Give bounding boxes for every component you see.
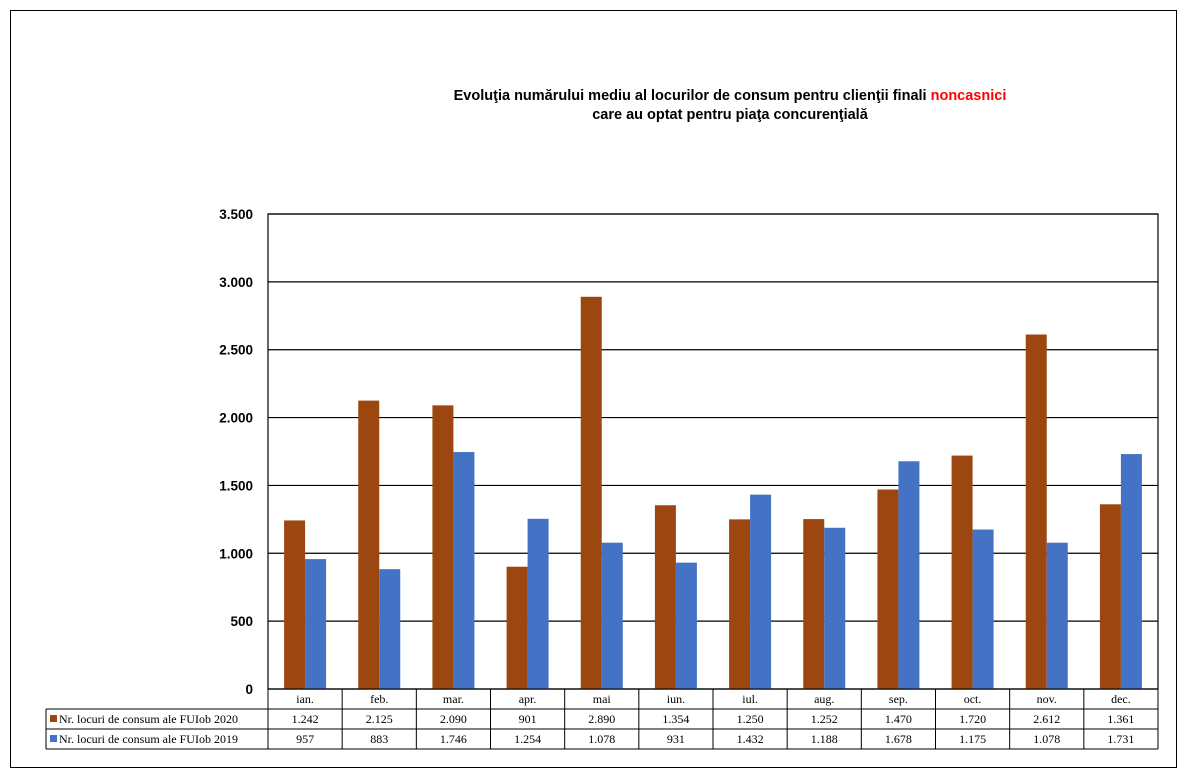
x-tick-label: iul. <box>742 692 758 706</box>
bar-2020 <box>506 566 528 689</box>
bar-2020 <box>951 455 973 689</box>
bar-2020 <box>580 296 602 689</box>
x-tick-label: oct. <box>964 692 982 706</box>
data-label: 2.612 <box>1033 712 1060 726</box>
data-label: 1.242 <box>292 712 319 726</box>
x-tick-label: mar. <box>443 692 464 706</box>
bar-2019 <box>824 527 846 689</box>
data-label: 2.125 <box>366 712 393 726</box>
data-label: 1.432 <box>737 732 764 746</box>
data-label: 1.731 <box>1107 732 1134 746</box>
data-label: 1.720 <box>959 712 986 726</box>
data-label: 1.175 <box>959 732 986 746</box>
x-tick-label: aug. <box>814 692 834 706</box>
y-tick-label: 3.000 <box>219 275 253 290</box>
y-tick-label: 0 <box>245 682 253 697</box>
data-label: 1.078 <box>1033 732 1060 746</box>
bar-2019 <box>898 461 920 689</box>
bar-2020 <box>1099 504 1121 689</box>
bar-2019 <box>1046 542 1068 689</box>
chart-title-text: Evoluţia numărului mediu al locurilor de… <box>453 88 927 104</box>
legend-series-name: Nr. locuri de consum ale FUIob 2019 <box>59 732 238 746</box>
data-label: 1.746 <box>440 732 467 746</box>
bar-2020 <box>654 505 676 689</box>
data-label: 883 <box>370 732 388 746</box>
chart-title-line2: care au optat pentru piaţa concurenţială <box>592 107 868 123</box>
x-tick-label: iun. <box>667 692 685 706</box>
chart-title-line1: Evoluţia numărului mediu al locurilor de… <box>300 88 1160 104</box>
x-tick-label: feb. <box>370 692 388 706</box>
x-tick-label: nov. <box>1037 692 1057 706</box>
bar-2020 <box>358 400 380 689</box>
data-label: 1.254 <box>514 732 541 746</box>
bar-2020 <box>877 489 899 689</box>
data-label: 2.890 <box>588 712 615 726</box>
bar-2019 <box>601 542 623 689</box>
data-label: 931 <box>667 732 685 746</box>
x-tick-label: apr. <box>519 692 537 706</box>
x-tick-label: dec. <box>1111 692 1131 706</box>
x-tick-label: sep. <box>889 692 908 706</box>
data-label: 957 <box>296 732 314 746</box>
data-label: 1.470 <box>885 712 912 726</box>
bar-2020 <box>1025 334 1047 689</box>
plot-area <box>267 213 1159 690</box>
y-tick-label: 500 <box>230 614 253 629</box>
data-label: 1.354 <box>662 712 689 726</box>
bar-2019 <box>379 569 401 689</box>
y-tick-label: 1.500 <box>219 478 253 493</box>
chart-title-highlight: noncasnici <box>930 88 1007 104</box>
bar-2020 <box>432 405 454 689</box>
y-tick-label: 3.500 <box>219 207 253 222</box>
legend-swatch <box>50 715 57 722</box>
bar-2019 <box>972 529 994 689</box>
bar-2019 <box>1120 454 1142 689</box>
x-tick-label: mai <box>593 692 612 706</box>
y-tick-label: 2.000 <box>219 411 253 426</box>
data-label: 1.252 <box>811 712 838 726</box>
bar-2019 <box>675 562 697 689</box>
data-label: 1.188 <box>811 732 838 746</box>
bar-2020 <box>803 519 825 689</box>
y-tick-label: 1.000 <box>219 546 253 561</box>
bar-2019 <box>527 518 549 689</box>
bar-2019 <box>305 559 327 689</box>
bar-2020 <box>284 520 306 689</box>
bar-2020 <box>729 519 751 689</box>
y-tick-label: 2.500 <box>219 343 253 358</box>
data-label: 1.078 <box>588 732 615 746</box>
bar-2019 <box>750 494 772 689</box>
legend-series-name: Nr. locuri de consum ale FUIob 2020 <box>59 712 238 726</box>
x-tick-label: ian. <box>296 692 314 706</box>
legend-swatch <box>50 735 57 742</box>
data-label: 2.090 <box>440 712 467 726</box>
data-label: 1.250 <box>737 712 764 726</box>
bar-2019 <box>453 452 475 689</box>
data-label: 1.361 <box>1107 712 1134 726</box>
data-label: 1.678 <box>885 732 912 746</box>
data-label: 901 <box>519 712 537 726</box>
